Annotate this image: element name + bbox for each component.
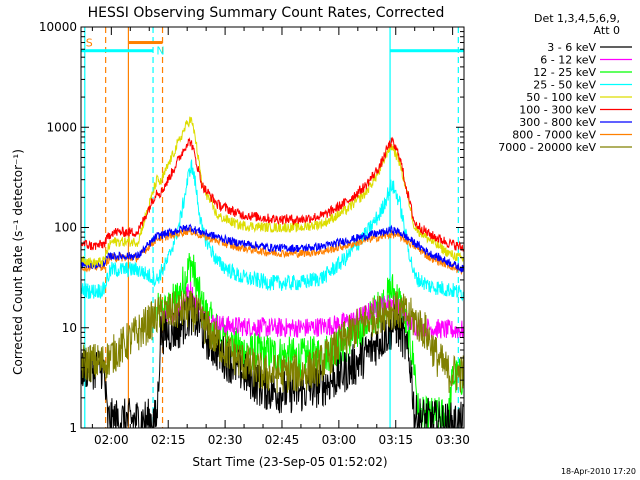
annotation-label-11: N bbox=[156, 45, 164, 58]
series-line-0 bbox=[81, 293, 464, 428]
x-axis-label: Start Time (23-Sep-05 01:52:02) bbox=[192, 455, 387, 469]
annotation-bar-8 bbox=[128, 41, 163, 45]
x-tick-label: 03:00 bbox=[322, 433, 357, 447]
legend-entry-label: 7000 - 20000 keV bbox=[498, 141, 596, 154]
y-axis-label: Corrected Count Rate (s⁻¹ detector⁻¹) bbox=[11, 149, 25, 375]
x-tick-label: 02:15 bbox=[151, 433, 186, 447]
legend-entry-label: 300 - 800 keV bbox=[519, 116, 596, 129]
legend-entry-label: 100 - 300 keV bbox=[519, 104, 596, 117]
y-tick-label: 1 bbox=[69, 421, 77, 435]
y-tick-label: 10 bbox=[62, 321, 77, 335]
legend-entry-label: 12 - 25 keV bbox=[533, 66, 596, 79]
y-tick-label: 100 bbox=[54, 221, 77, 235]
annotation-bar-7 bbox=[81, 49, 154, 53]
x-tick-label: 02:45 bbox=[265, 433, 300, 447]
x-tick-label: 03:15 bbox=[378, 433, 413, 447]
x-tick-label: 02:30 bbox=[208, 433, 243, 447]
annotation-bar-9 bbox=[390, 49, 464, 53]
legend-entry-label: 50 - 100 keV bbox=[526, 91, 596, 104]
legend-header: Att 0 bbox=[594, 24, 620, 37]
legend-entry-label: 6 - 12 keV bbox=[540, 54, 596, 67]
series-line-6 bbox=[81, 223, 464, 273]
chart-title: HESSI Observing Summary Count Rates, Cor… bbox=[88, 5, 445, 21]
footer-timestamp: 18-Apr-2010 17:20 bbox=[561, 467, 636, 476]
legend-entry-label: 800 - 7000 keV bbox=[512, 129, 596, 142]
annotation-label-10: S bbox=[86, 37, 93, 50]
y-tick-label: 1000 bbox=[46, 120, 77, 134]
series-line-5 bbox=[81, 136, 464, 252]
x-tick-label: 03:30 bbox=[435, 433, 470, 447]
legend-header: Det 1,3,4,5,6,9, bbox=[534, 12, 620, 25]
legend-entry-label: 3 - 6 keV bbox=[547, 41, 596, 54]
x-tick-label: 02:00 bbox=[94, 433, 129, 447]
series-line-3 bbox=[81, 159, 464, 302]
y-tick-label: 10000 bbox=[39, 20, 77, 34]
series-line-8 bbox=[81, 290, 464, 393]
legend-entry-label: 25 - 50 keV bbox=[533, 79, 596, 92]
